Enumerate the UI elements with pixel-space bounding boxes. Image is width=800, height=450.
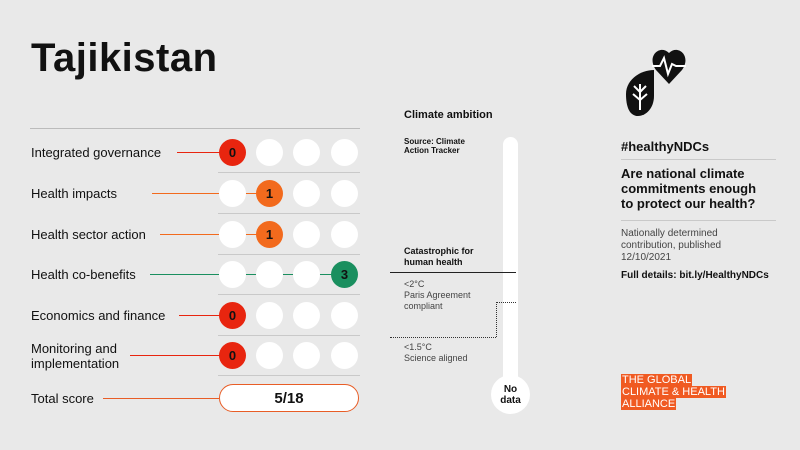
paris-dotted-step	[496, 302, 497, 337]
score-dot-filled: 0	[219, 342, 246, 369]
indicator-label: Integrated governance	[31, 145, 161, 160]
score-dot	[256, 342, 283, 369]
indicator-label-line: Integrated governance	[31, 145, 162, 160]
score-dot-filled: 1	[256, 221, 283, 248]
row-separator	[218, 294, 360, 295]
indicator-label-line: Health impacts	[31, 186, 117, 201]
indicator-connector	[160, 234, 269, 235]
row-separator	[218, 335, 360, 336]
score-dot	[331, 342, 358, 369]
score-dot	[256, 261, 283, 288]
right-divider	[621, 159, 776, 160]
score-dot-filled: 1	[256, 180, 283, 207]
score-dot	[219, 221, 246, 248]
science-line: <1.5°C	[404, 342, 432, 352]
score-dot	[293, 221, 320, 248]
score-dot	[293, 342, 320, 369]
row-separator	[218, 213, 360, 214]
ndc-info: Nationally determined contribution, publ…	[621, 228, 721, 264]
catastrophic-line: human health	[404, 257, 463, 267]
top-rule	[30, 128, 360, 129]
score-dot	[256, 139, 283, 166]
total-score-connector	[103, 398, 219, 399]
question-line: to protect our health?	[621, 196, 756, 211]
hashtag: #healthyNDCs	[621, 139, 710, 154]
science-line: Science aligned	[404, 353, 468, 363]
paris-label: <2°C Paris Agreement compliant	[404, 279, 471, 312]
score-dot	[293, 302, 320, 329]
ndc-line: Nationally determined	[621, 228, 718, 239]
score-dot	[331, 139, 358, 166]
bulb-line: No	[503, 383, 518, 395]
indicator-label: Health sector action	[31, 227, 146, 242]
paris-line: <2°C	[404, 279, 425, 289]
indicator-label: Health co-benefits	[31, 267, 136, 282]
row-separator	[218, 172, 360, 173]
row-separator	[218, 375, 360, 376]
ndc-line: 12/10/2021	[621, 252, 672, 263]
details-link[interactable]: Full details: bit.ly/HealthyNDCs	[621, 270, 769, 281]
indicator-label-line: Economics and finance	[31, 308, 166, 323]
score-dot-filled: 0	[219, 302, 246, 329]
logo-line: ALLIANCE	[621, 398, 677, 410]
heart-pulse-icon	[626, 49, 686, 116]
indicator-label-line: Health co-benefits	[31, 267, 136, 282]
indicator-label: Health impacts	[31, 186, 117, 201]
row-separator	[218, 254, 360, 255]
catastrophic-line: Catastrophic for	[404, 246, 474, 256]
climate-ambition-title: Climate ambition	[404, 109, 493, 121]
indicator-connector	[177, 152, 232, 153]
right-divider	[621, 220, 776, 221]
logo-line: CLIMATE & HEALTH	[621, 386, 726, 398]
paris-line: Paris Agreement	[404, 290, 471, 300]
indicator-connector	[150, 274, 344, 275]
score-dot	[219, 180, 246, 207]
climate-source: Source: Climate Action Tracker	[404, 137, 465, 155]
score-dot	[256, 302, 283, 329]
indicator-connector	[130, 355, 232, 356]
score-dot-filled: 0	[219, 139, 246, 166]
bulb-line: data	[500, 394, 521, 406]
indicator-label-line: Monitoring and	[31, 340, 117, 356]
thermometer-bulb: No data	[491, 375, 530, 414]
total-score-label: Total score	[31, 391, 94, 406]
indicator-label: Economics and finance	[31, 308, 165, 323]
indicator-label: Monitoring and implementation	[31, 341, 119, 371]
country-title: Tajikistan	[31, 36, 218, 80]
score-dot	[293, 180, 320, 207]
alliance-logo: THE GLOBAL CLIMATE & HEALTH ALLIANCE	[621, 374, 726, 410]
catastrophic-threshold-line	[390, 272, 516, 273]
score-dot	[331, 180, 358, 207]
total-score-value: 5/18	[219, 384, 359, 412]
source-line: Source: Climate	[404, 137, 465, 146]
health-logo	[620, 40, 690, 118]
science-label: <1.5°C Science aligned	[404, 342, 468, 364]
catastrophic-label: Catastrophic for human health	[404, 246, 474, 268]
indicator-label-line: implementation	[31, 355, 120, 371]
question-line: Are national climate	[621, 166, 745, 181]
paris-line: compliant	[404, 301, 443, 311]
thermometer-tube	[503, 137, 518, 389]
score-dot	[331, 221, 358, 248]
source-line: Action Tracker	[404, 146, 460, 155]
indicator-label-line: Health sector action	[31, 227, 146, 242]
indicator-connector	[152, 193, 269, 194]
paris-dotted-line	[496, 302, 516, 303]
indicator-connector	[179, 315, 232, 316]
ndc-line: contribution, published	[621, 240, 722, 251]
score-dot-filled: 3	[331, 261, 358, 288]
score-dot	[293, 139, 320, 166]
question: Are national climate commitments enough …	[621, 166, 756, 211]
science-dotted-line	[390, 337, 496, 338]
score-dot	[293, 261, 320, 288]
score-dot	[219, 261, 246, 288]
question-line: commitments enough	[621, 181, 757, 196]
score-dot	[331, 302, 358, 329]
logo-line: THE GLOBAL	[621, 374, 693, 386]
